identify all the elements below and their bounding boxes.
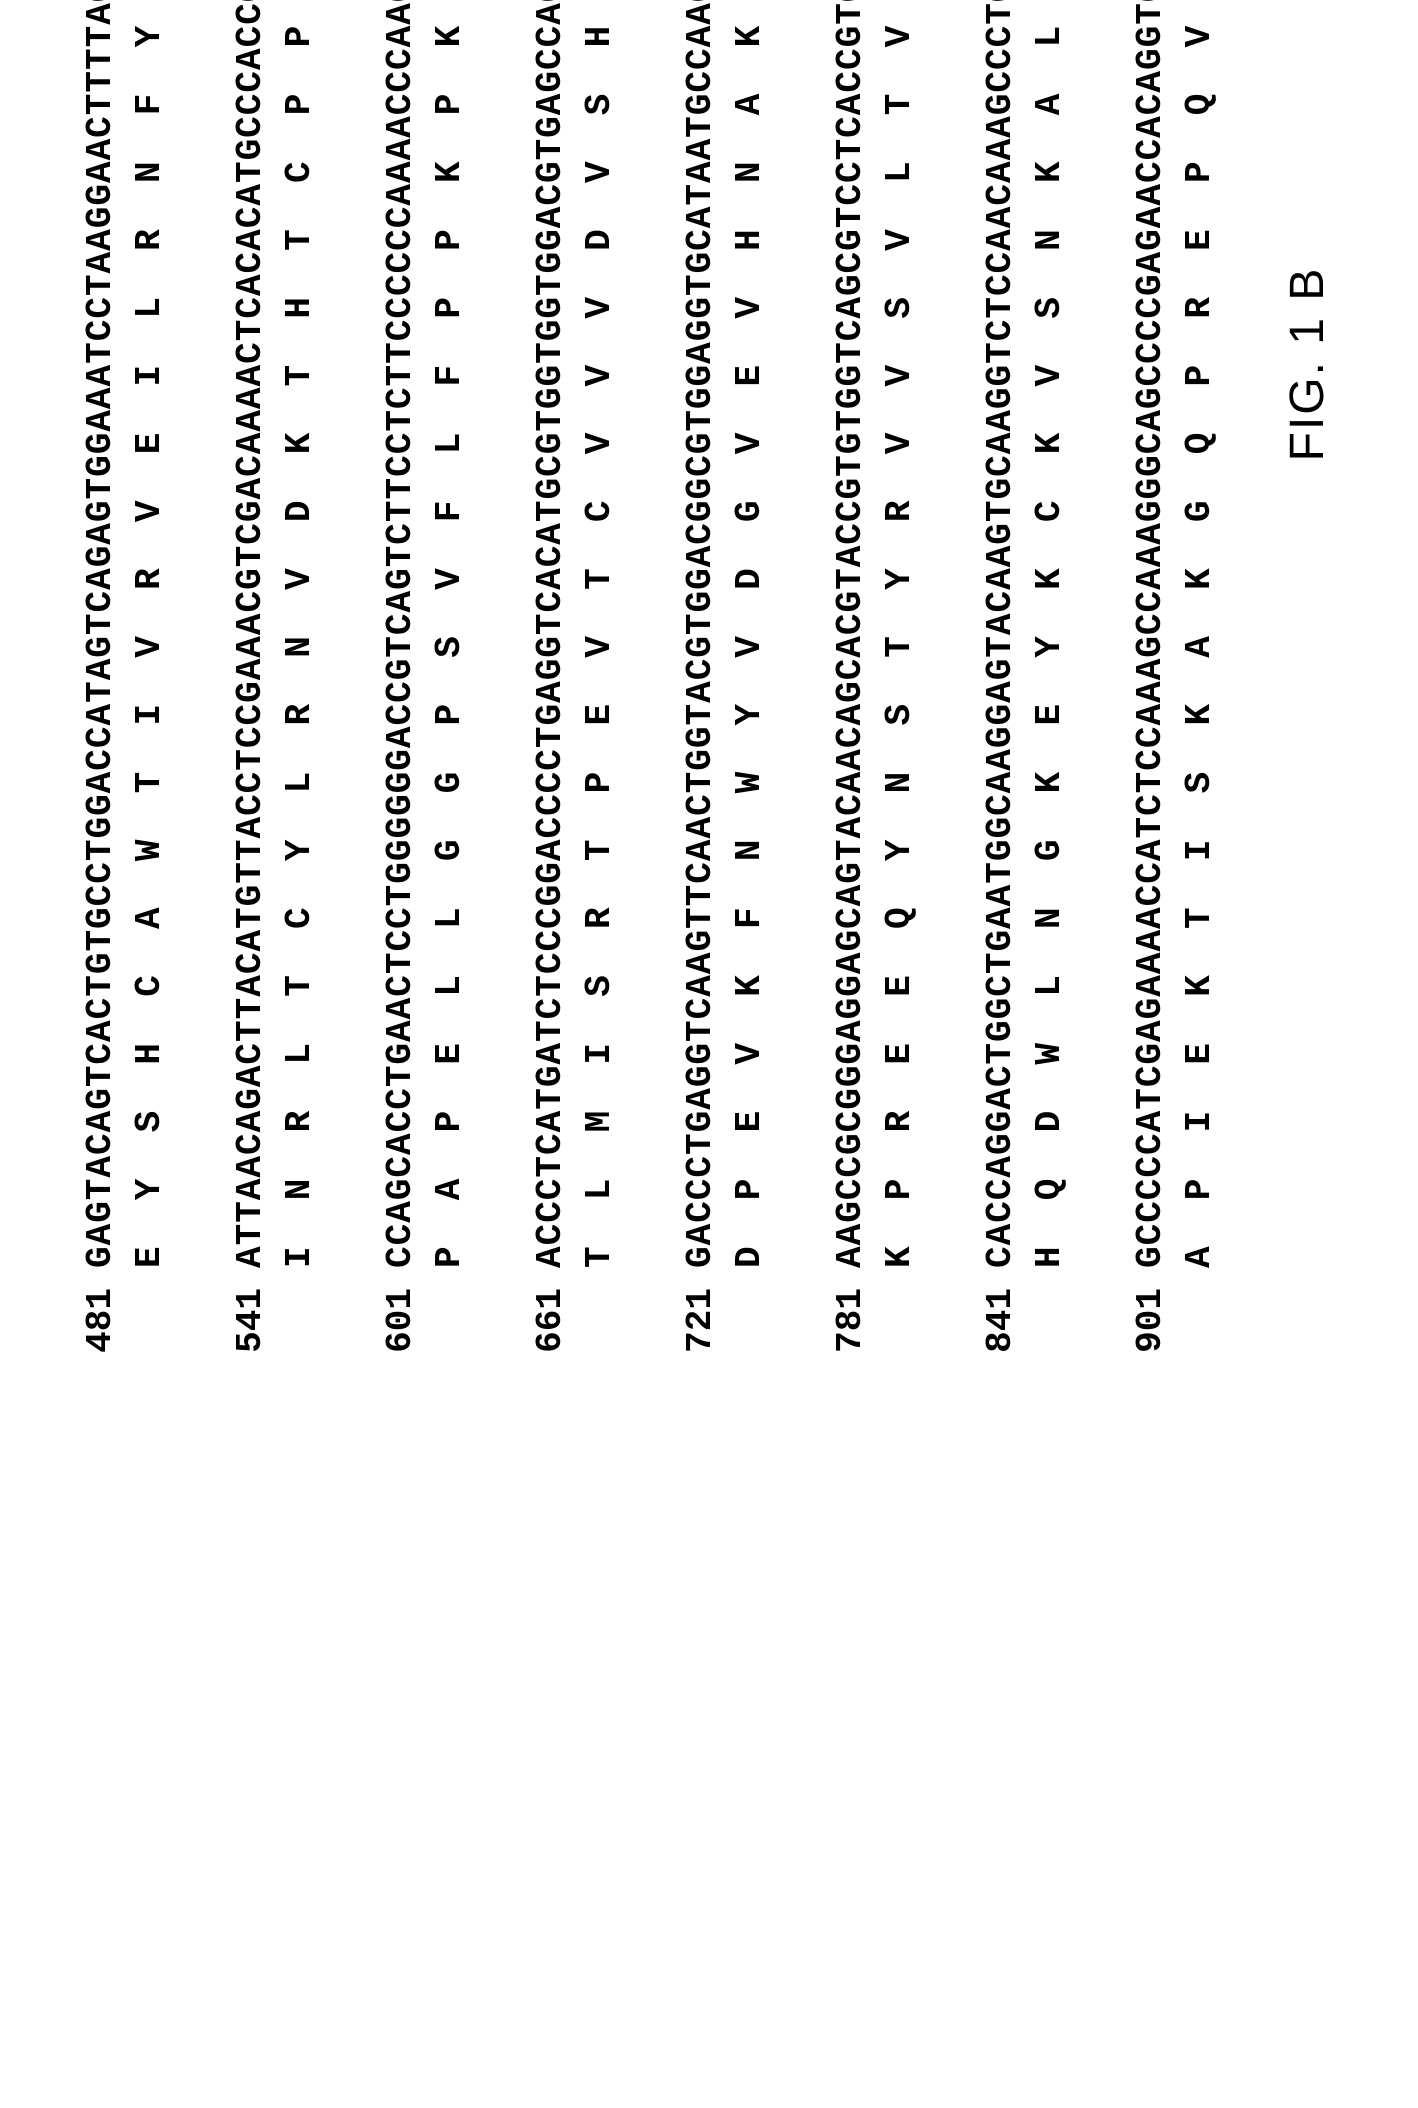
position-start: 781 [830,1268,871,1358]
sequence-block: 721GACCCTGAGGTCAAGTTCAACTGGTACGTGGACGGCG… [680,0,770,1358]
amino-acid-sequence: T L M I S R T P E V T C V V V D V S H E [579,0,620,1268]
amino-acid-row: T L M I S R T P E V T C V V V D V S H E [579,0,620,1268]
position-start: 841 [980,1268,1021,1358]
sequence-content: GCCCCCATCGAGAAAACCATCTCCAAAGCCAAAGGGCAGC… [1130,0,1220,1268]
position-start: 601 [380,1268,421,1358]
nucleotide-sequence: ACCCTCATGATCTCCCGGACCCCTGAGGTCACATGCGTGG… [530,0,571,1268]
sequence-block: 901GCCCCCATCGAGAAAACCATCTCCAAAGCCAAAGGGC… [1130,0,1220,1358]
nucleotide-row: AAGCCGCGGGAGGAGCAGTACAACAGCACGTACCGTGTGG… [830,0,871,1268]
amino-acid-row: P A P E L L G G P S V F L F P P K P K D [429,0,470,1268]
position-start: 721 [680,1268,721,1358]
sequence-content: GACCCTGAGGTCAAGTTCAACTGGTACGTGGACGGCGTGG… [680,0,770,1268]
amino-acid-row: I N R L T C Y L R N V D K T H T C P P C [279,0,320,1268]
amino-acid-row: H Q D W L N G K E Y K C K V S N K A L P [1029,0,1070,1268]
amino-acid-sequence: A P I E K T I S K A K G Q P R E P Q V Y [1179,0,1220,1268]
nucleotide-sequence: AAGCCGCGGGAGGAGCAGTACAACAGCACGTACCGTGTGG… [830,0,871,1268]
sequence-content: AAGCCGCGGGAGGAGCAGTACAACAGCACGTACCGTGTGG… [830,0,920,1268]
sequence-block: 481GAGTACAGTCACTGTGCCTGGACCATAGTCAGAGTGG… [80,0,170,1358]
amino-acid-sequence: I N R L T C Y L R N V D K T H T C P P C [279,0,320,1268]
sequence-content: GAGTACAGTCACTGTGCCTGGACCATAGTCAGAGTGGAAA… [80,0,170,1268]
sequence-content: ACCCTCATGATCTCCCGGACCCCTGAGGTCACATGCGTGG… [530,0,620,1268]
amino-acid-sequence: H Q D W L N G K E Y K C K V S N K A L P [1029,0,1070,1268]
sequence-content: CACCAGGACTGGCTGAATGGCAAGGAGTACAAGTGCAAGG… [980,0,1070,1268]
position-start: 661 [530,1268,571,1358]
sequence-block: 781AAGCCGCGGGAGGAGCAGTACAACAGCACGTACCGTG… [830,0,920,1358]
nucleotide-sequence: GACCCTGAGGTCAAGTTCAACTGGTACGTGGACGGCGTGG… [680,0,721,1268]
amino-acid-sequence: D P E V K F N W Y V D G V E V H N A K T [729,0,770,1268]
nucleotide-sequence: ATTAACAGACTTACATGTTACCTCCGAAACGTCGACAAAA… [230,0,271,1268]
sequence-content: ATTAACAGACTTACATGTTACCTCCGAAACGTCGACAAAA… [230,0,320,1268]
nucleotide-row: GACCCTGAGGTCAAGTTCAACTGGTACGTGGACGGCGTGG… [680,0,721,1268]
position-start: 481 [80,1268,121,1358]
sequence-block: 541ATTAACAGACTTACATGTTACCTCCGAAACGTCGACA… [230,0,320,1358]
sequence-content: CCAGCACCTGAACTCCTGGGGGGACCGTCAGTCTTCCTCT… [380,0,470,1268]
amino-acid-row: K P R E E Q Y N S T Y R V V S V L T V L [879,0,920,1268]
amino-acid-sequence: E Y S H C A W T I V R V E I L R N F Y F [129,0,170,1268]
nucleotide-row: ACCCTCATGATCTCCCGGACCCCTGAGGTCACATGCGTGG… [530,0,571,1268]
sequence-block: 841CACCAGGACTGGCTGAATGGCAAGGAGTACAAGTGCA… [980,0,1070,1358]
amino-acid-row: D P E V K F N W Y V D G V E V H N A K T [729,0,770,1268]
nucleotide-row: GCCCCCATCGAGAAAACCATCTCCAAAGCCAAAGGGCAGC… [1130,0,1171,1268]
nucleotide-row: CACCAGGACTGGCTGAATGGCAAGGAGTACAAGTGCAAGG… [980,0,1021,1268]
position-start: 901 [1130,1268,1171,1358]
amino-acid-row: E Y S H C A W T I V R V E I L R N F Y F [129,0,170,1268]
amino-acid-sequence: K P R E E Q Y N S T Y R V V S V L T V L [879,0,920,1268]
nucleotide-row: GAGTACAGTCACTGTGCCTGGACCATAGTCAGAGTGGAAA… [80,0,121,1268]
position-start: 541 [230,1268,271,1358]
sequence-block: 661ACCCTCATGATCTCCCGGACCCCTGAGGTCACATGCG… [530,0,620,1358]
amino-acid-sequence: P A P E L L G G P S V F L F P P K P K D [429,0,470,1268]
nucleotide-sequence: GCCCCCATCGAGAAAACCATCTCCAAAGCCAAAGGGCAGC… [1130,0,1171,1268]
nucleotide-row: ATTAACAGACTTACATGTTACCTCCGAAACGTCGACAAAA… [230,0,271,1268]
amino-acid-row: A P I E K T I S K A K G Q P R E P Q V Y [1179,0,1220,1268]
nucleotide-sequence: CCAGCACCTGAACTCCTGGGGGGACCGTCAGTCTTCCTCT… [380,0,421,1268]
sequence-alignment-container: 481GAGTACAGTCACTGTGCCTGGACCATAGTCAGAGTGG… [80,0,1220,1358]
nucleotide-sequence: CACCAGGACTGGCTGAATGGCAAGGAGTACAAGTGCAAGG… [980,0,1021,1268]
nucleotide-row: CCAGCACCTGAACTCCTGGGGGGACCGTCAGTCTTCCTCT… [380,0,421,1268]
figure-label: FIG. 1 B [1280,0,1335,1358]
nucleotide-sequence: GAGTACAGTCACTGTGCCTGGACCATAGTCAGAGTGGAAA… [80,0,121,1268]
sequence-block: 601CCAGCACCTGAACTCCTGGGGGGACCGTCAGTCTTCC… [380,0,470,1358]
